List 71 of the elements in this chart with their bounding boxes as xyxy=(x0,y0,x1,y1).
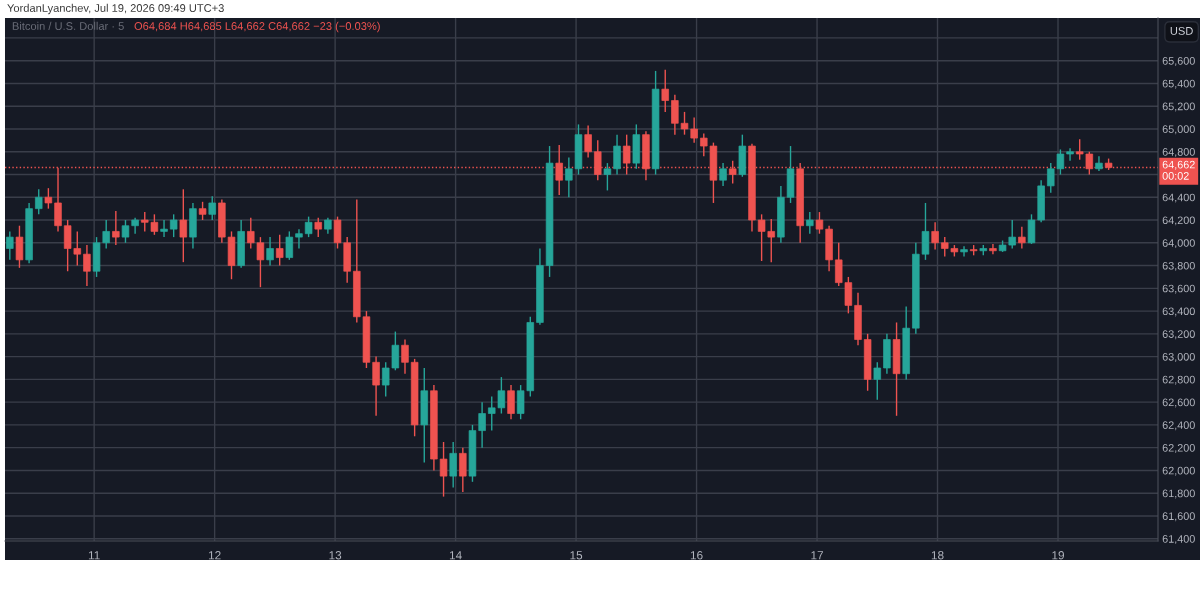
y-tick-label: 62,800 xyxy=(1162,375,1195,385)
y-axis-title: USD xyxy=(1170,27,1193,35)
y-tick-label: 62,600 xyxy=(1162,398,1195,408)
y-tick-label: 63,200 xyxy=(1162,330,1195,340)
y-tick-label: 63,800 xyxy=(1162,261,1195,271)
y-tick-label: 63,600 xyxy=(1162,284,1195,294)
candlestick xyxy=(112,210,120,246)
candlestick xyxy=(719,162,727,187)
candlestick xyxy=(439,441,448,498)
candlestick xyxy=(603,162,612,192)
chart-title: YordanLyanchev, Jul 19, 2026 09:49 UTC+3 xyxy=(7,3,224,15)
candlestick xyxy=(295,228,303,250)
y-tick-label: 65,200 xyxy=(1162,102,1195,112)
candlestick xyxy=(661,69,669,113)
candlestick xyxy=(15,225,24,269)
candlestick xyxy=(160,219,168,238)
chart-subtitle: Bitcoin / U.S. Dollar · 5 xyxy=(12,21,124,30)
candlestick xyxy=(613,133,621,176)
y-tick-label: 62,400 xyxy=(1162,421,1195,431)
x-tick-label: 15 xyxy=(570,551,583,560)
candlestick xyxy=(1066,147,1074,162)
y-tick-label: 62,200 xyxy=(1162,444,1195,453)
candlestick xyxy=(35,188,43,216)
candlestick xyxy=(815,211,824,235)
candlestick xyxy=(806,211,814,235)
candlestick xyxy=(169,213,178,238)
x-tick-label: 17 xyxy=(811,551,824,560)
candlestick xyxy=(266,236,274,267)
candlestick xyxy=(208,195,216,221)
ref-line-label: 64,662 00:02 xyxy=(1162,160,1195,180)
candlestick xyxy=(275,234,284,267)
candlestick xyxy=(931,221,939,251)
candlestick xyxy=(179,188,188,263)
y-tick-label: 63,400 xyxy=(1162,307,1195,317)
y-tick-label: 64,800 xyxy=(1162,148,1195,158)
x-tick-label: 14 xyxy=(449,551,462,560)
y-tick-label: 64,400 xyxy=(1162,193,1195,203)
candlestick xyxy=(584,124,592,159)
y-tick-label: 64,000 xyxy=(1162,239,1195,249)
y-tick-label: 63,000 xyxy=(1162,352,1195,362)
candlestick xyxy=(198,201,207,221)
candlestick xyxy=(478,401,486,449)
annotation: O64,684 H64,685 L64,662 C64,662 −23 (−0.03%) xyxy=(134,21,380,33)
x-tick-label: 18 xyxy=(931,551,944,560)
candlestick xyxy=(873,361,881,401)
candlestick xyxy=(401,338,409,375)
x-tick-label: 13 xyxy=(329,551,342,560)
y-tick-label: 65,400 xyxy=(1162,79,1195,89)
x-tick-label: 12 xyxy=(208,551,221,560)
candlestick xyxy=(6,230,14,261)
candlestick xyxy=(989,243,997,255)
x-tick-label: 16 xyxy=(690,551,703,560)
candlestick xyxy=(372,355,380,417)
y-tick-label: 62,000 xyxy=(1162,466,1195,476)
candlestick xyxy=(507,384,515,420)
x-tick-label: 11 xyxy=(88,551,100,560)
y-tick-label: 61,800 xyxy=(1162,489,1195,499)
y-tick-label: 65,600 xyxy=(1162,57,1195,66)
candlestick xyxy=(44,187,53,210)
candlestick xyxy=(304,215,313,238)
y-tick-label: 64,200 xyxy=(1162,216,1195,226)
y-tick-label: 65,000 xyxy=(1162,125,1195,135)
y-tick-label: 61,600 xyxy=(1162,512,1195,522)
y-tick-label: 61,400 xyxy=(1162,535,1195,545)
x-tick-label: 19 xyxy=(1052,551,1065,560)
candlestick xyxy=(314,217,322,238)
candlestick xyxy=(449,441,457,489)
candlestick xyxy=(459,446,467,493)
candlestick xyxy=(1018,226,1026,250)
candlestick xyxy=(285,230,294,261)
candlestick xyxy=(83,244,91,287)
